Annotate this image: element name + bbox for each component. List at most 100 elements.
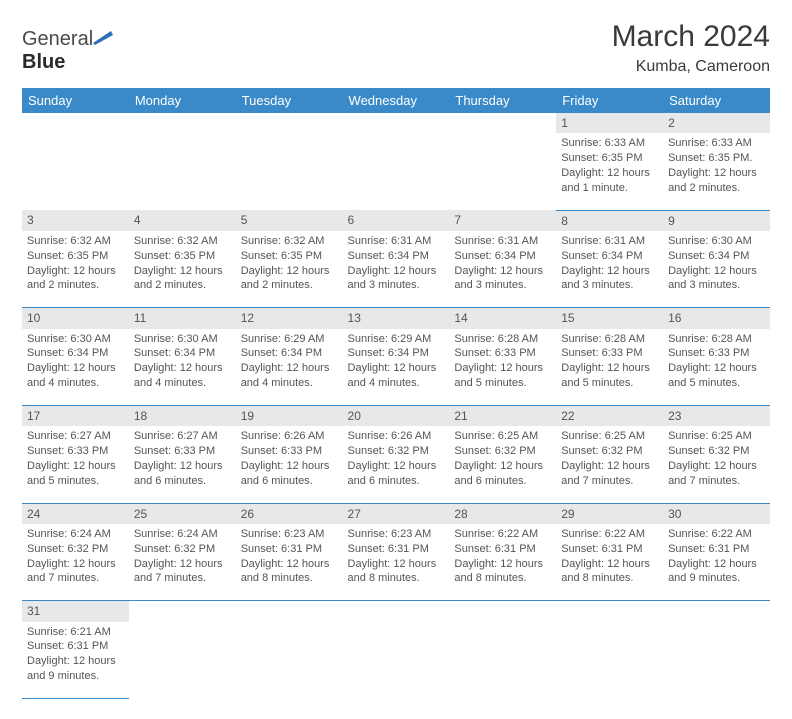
day-info-line: Daylight: 12 hours	[348, 361, 445, 376]
day-info-line: Sunset: 6:33 PM	[241, 444, 338, 459]
day-info-line: and 2 minutes.	[27, 278, 124, 293]
logo-text: General Blue	[22, 28, 115, 74]
weekday-header: Friday	[556, 88, 663, 113]
day-info-line: and 3 minutes.	[348, 278, 445, 293]
day-info-line: Sunrise: 6:22 AM	[668, 527, 765, 542]
day-number: 4	[129, 210, 236, 231]
day-info-line: Daylight: 12 hours	[134, 459, 231, 474]
day-info-line: Sunrise: 6:28 AM	[668, 332, 765, 347]
day-number-row: 3456789	[22, 210, 770, 231]
day-info-line: Sunrise: 6:29 AM	[241, 332, 338, 347]
day-cell: Sunrise: 6:22 AMSunset: 6:31 PMDaylight:…	[663, 524, 770, 601]
day-info-line: and 6 minutes.	[454, 474, 551, 489]
day-info-line: Sunset: 6:33 PM	[561, 346, 658, 361]
day-info-line: and 5 minutes.	[454, 376, 551, 391]
day-number-row: 17181920212223	[22, 406, 770, 427]
day-info-line: and 9 minutes.	[668, 571, 765, 586]
page-subtitle: Kumba, Cameroon	[612, 58, 770, 76]
day-cell: Sunrise: 6:31 AMSunset: 6:34 PMDaylight:…	[449, 231, 556, 308]
empty-cell	[236, 601, 343, 622]
day-info-line: Sunrise: 6:25 AM	[454, 429, 551, 444]
day-number: 17	[22, 406, 129, 427]
day-info-line: Daylight: 12 hours	[561, 166, 658, 181]
day-cell: Sunrise: 6:23 AMSunset: 6:31 PMDaylight:…	[343, 524, 450, 601]
day-info-line: Sunset: 6:32 PM	[668, 444, 765, 459]
day-number: 3	[22, 210, 129, 231]
day-cell: Sunrise: 6:31 AMSunset: 6:34 PMDaylight:…	[556, 231, 663, 308]
day-number: 9	[663, 210, 770, 231]
day-cell: Sunrise: 6:25 AMSunset: 6:32 PMDaylight:…	[449, 426, 556, 503]
day-number: 13	[343, 308, 450, 329]
day-cell: Sunrise: 6:30 AMSunset: 6:34 PMDaylight:…	[663, 231, 770, 308]
day-cell: Sunrise: 6:22 AMSunset: 6:31 PMDaylight:…	[449, 524, 556, 601]
empty-cell	[343, 113, 450, 133]
day-info-line: and 8 minutes.	[561, 571, 658, 586]
day-info-line: Sunrise: 6:27 AM	[134, 429, 231, 444]
day-number: 21	[449, 406, 556, 427]
day-info-line: Sunrise: 6:23 AM	[241, 527, 338, 542]
day-info-line: Sunset: 6:33 PM	[27, 444, 124, 459]
day-info-line: Sunrise: 6:32 AM	[27, 234, 124, 249]
day-number-row: 31	[22, 601, 770, 622]
day-cell: Sunrise: 6:25 AMSunset: 6:32 PMDaylight:…	[556, 426, 663, 503]
weekday-header: Saturday	[663, 88, 770, 113]
day-cell: Sunrise: 6:26 AMSunset: 6:33 PMDaylight:…	[236, 426, 343, 503]
day-info-line: Sunset: 6:35 PM	[134, 249, 231, 264]
day-number: 22	[556, 406, 663, 427]
day-cell: Sunrise: 6:22 AMSunset: 6:31 PMDaylight:…	[556, 524, 663, 601]
day-info-line: and 4 minutes.	[134, 376, 231, 391]
week-row: Sunrise: 6:27 AMSunset: 6:33 PMDaylight:…	[22, 426, 770, 503]
day-cell: Sunrise: 6:23 AMSunset: 6:31 PMDaylight:…	[236, 524, 343, 601]
day-info-line: Sunset: 6:34 PM	[241, 346, 338, 361]
week-row: Sunrise: 6:33 AMSunset: 6:35 PMDaylight:…	[22, 133, 770, 210]
day-info-line: and 5 minutes.	[27, 474, 124, 489]
day-info-line: and 7 minutes.	[561, 474, 658, 489]
day-info-line: Sunrise: 6:30 AM	[668, 234, 765, 249]
empty-cell	[129, 113, 236, 133]
day-info-line: and 6 minutes.	[241, 474, 338, 489]
day-info-line: Sunset: 6:31 PM	[454, 542, 551, 557]
day-info-line: Sunrise: 6:33 AM	[561, 136, 658, 151]
day-info-line: Sunset: 6:32 PM	[454, 444, 551, 459]
empty-cell	[236, 622, 343, 699]
day-cell: Sunrise: 6:27 AMSunset: 6:33 PMDaylight:…	[129, 426, 236, 503]
day-number: 2	[663, 113, 770, 133]
day-info-line: Daylight: 12 hours	[561, 557, 658, 572]
day-info-line: Sunrise: 6:31 AM	[348, 234, 445, 249]
day-info-line: and 8 minutes.	[454, 571, 551, 586]
day-cell: Sunrise: 6:24 AMSunset: 6:32 PMDaylight:…	[22, 524, 129, 601]
day-number: 24	[22, 503, 129, 524]
day-info-line: Daylight: 12 hours	[241, 459, 338, 474]
day-info-line: Sunset: 6:35 PM	[561, 151, 658, 166]
day-info-line: and 3 minutes.	[668, 278, 765, 293]
day-info-line: and 8 minutes.	[241, 571, 338, 586]
day-number: 29	[556, 503, 663, 524]
day-info-line: and 2 minutes.	[241, 278, 338, 293]
weekday-header: Thursday	[449, 88, 556, 113]
day-cell: Sunrise: 6:21 AMSunset: 6:31 PMDaylight:…	[22, 622, 129, 699]
logo-word1: General	[22, 28, 93, 50]
day-cell: Sunrise: 6:26 AMSunset: 6:32 PMDaylight:…	[343, 426, 450, 503]
day-info-line: Sunrise: 6:25 AM	[561, 429, 658, 444]
day-info-line: and 7 minutes.	[134, 571, 231, 586]
day-cell: Sunrise: 6:28 AMSunset: 6:33 PMDaylight:…	[449, 329, 556, 406]
day-cell: Sunrise: 6:29 AMSunset: 6:34 PMDaylight:…	[236, 329, 343, 406]
day-info-line: Sunset: 6:34 PM	[27, 346, 124, 361]
logo: General Blue	[22, 28, 115, 74]
day-number: 27	[343, 503, 450, 524]
day-number-row: 12	[22, 113, 770, 133]
day-number: 15	[556, 308, 663, 329]
day-info-line: and 1 minute.	[561, 181, 658, 196]
day-info-line: Sunrise: 6:31 AM	[454, 234, 551, 249]
empty-cell	[22, 113, 129, 133]
day-number: 20	[343, 406, 450, 427]
day-number: 28	[449, 503, 556, 524]
day-number-row: 24252627282930	[22, 503, 770, 524]
day-info-line: Daylight: 12 hours	[241, 361, 338, 376]
day-cell: Sunrise: 6:33 AMSunset: 6:35 PMDaylight:…	[556, 133, 663, 210]
page-title: March 2024	[612, 20, 770, 54]
day-cell: Sunrise: 6:30 AMSunset: 6:34 PMDaylight:…	[129, 329, 236, 406]
empty-cell	[556, 622, 663, 699]
day-info-line: Sunrise: 6:21 AM	[27, 625, 124, 640]
day-info-line: Sunrise: 6:23 AM	[348, 527, 445, 542]
